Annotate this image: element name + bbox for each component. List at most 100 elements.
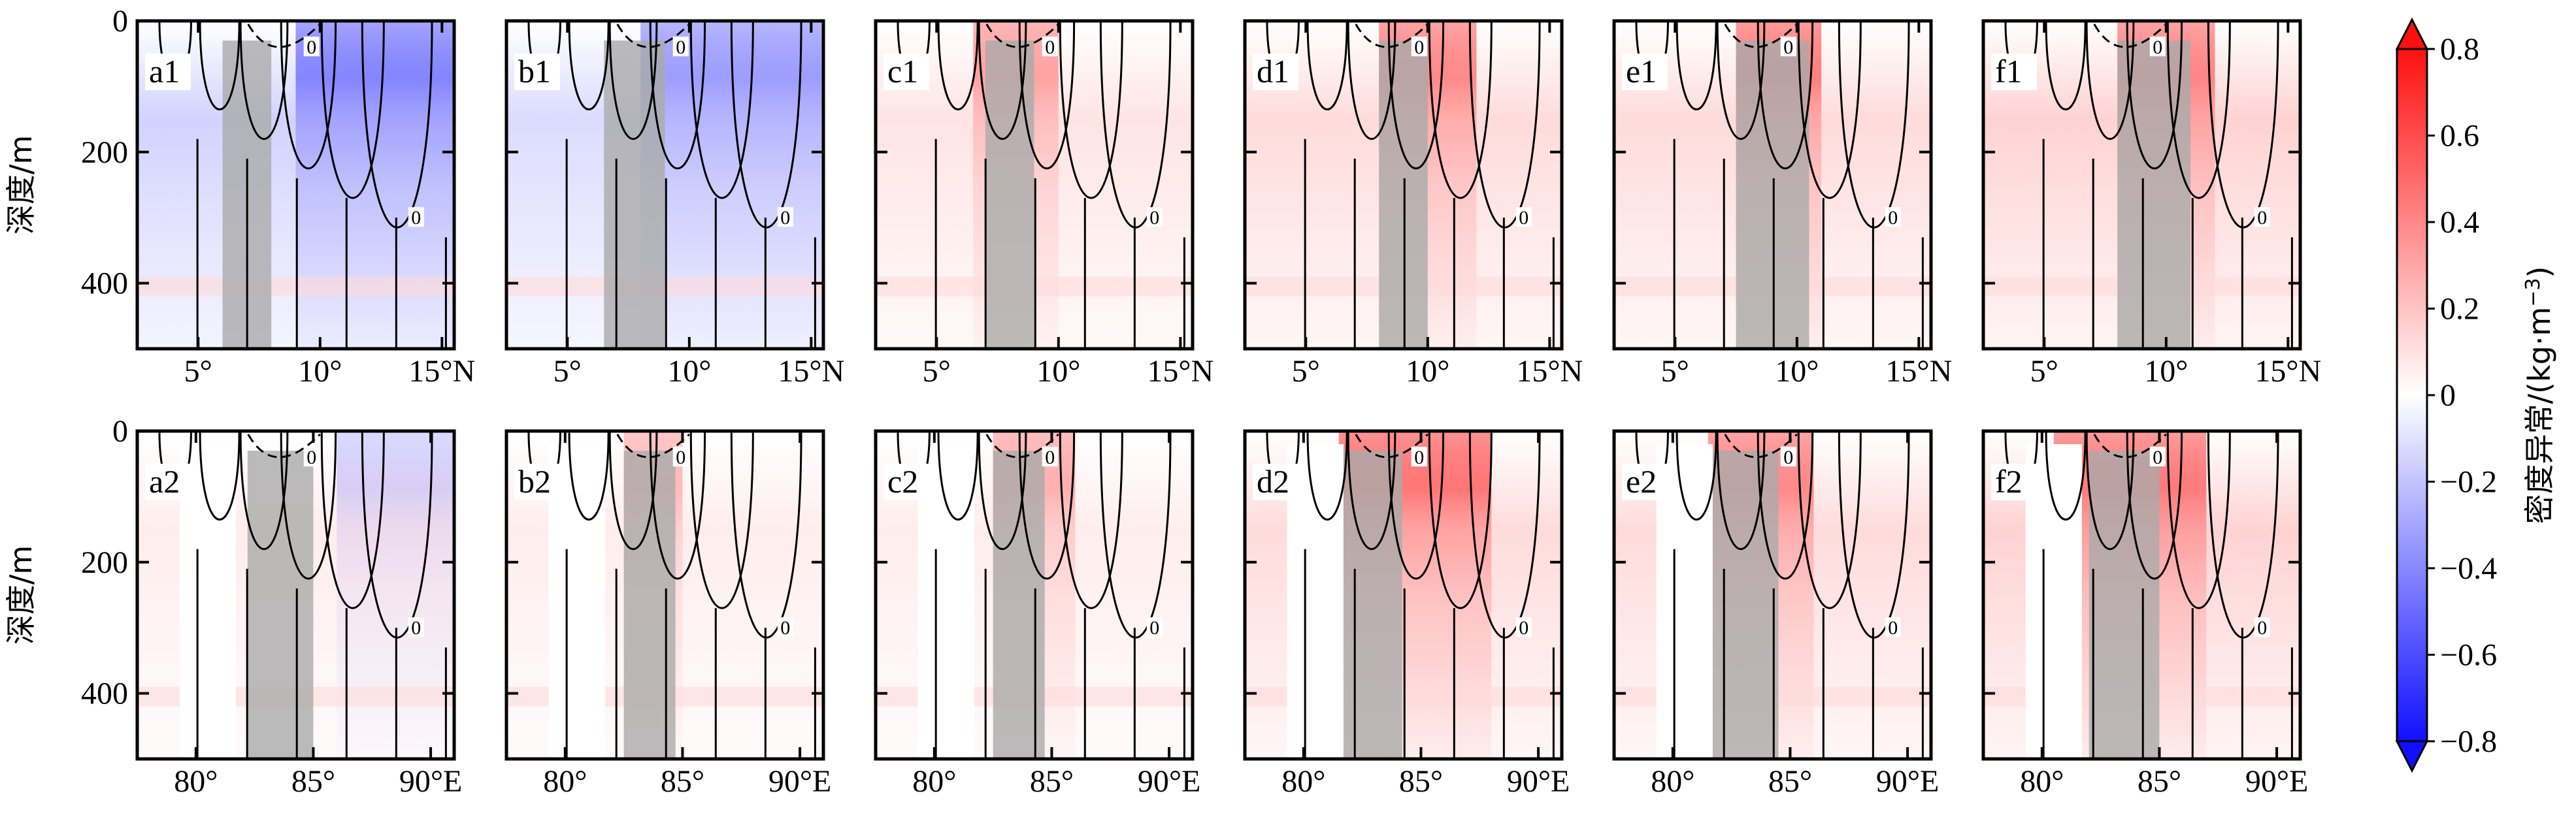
contour-line — [2045, 431, 2087, 521]
colorbar-tick-label: 0.8 — [2440, 32, 2479, 67]
contour-label: 0 — [780, 207, 790, 229]
contour-line — [1716, 431, 1766, 551]
panel-a2: 0 0 a2 0 200 400 80° 85° 90°E — [81, 414, 462, 799]
contour-line — [978, 431, 1027, 551]
panel-label: c2 — [887, 463, 918, 500]
colorbar-label: 密度异常/(kg·m−3) — [2522, 266, 2557, 524]
colorbar-extend-max — [2395, 17, 2429, 50]
x-tick-label: 85° — [1030, 764, 1074, 799]
panel-frame — [1243, 19, 1564, 351]
panel-frame — [135, 429, 456, 761]
contour-line — [1306, 431, 1348, 521]
contour-label: 0 — [2153, 37, 2162, 58]
colorbar-tick-label: −0.2 — [2440, 465, 2497, 500]
contour-line — [1838, 431, 1910, 639]
contour-line — [2085, 21, 2135, 140]
contour-line-negative — [2093, 23, 2167, 48]
panel-b2: 0 0 b2 80° 85° 90°E — [504, 429, 831, 799]
contours — [897, 21, 1185, 349]
contour-line — [1387, 431, 1445, 580]
contour-line — [280, 431, 337, 580]
contours — [1266, 21, 1555, 349]
contour-label: 0 — [1414, 447, 1424, 468]
contour-line — [689, 21, 754, 199]
contour-line — [361, 431, 433, 639]
contour-line-negative — [616, 433, 690, 458]
contour-label: 0 — [306, 447, 316, 468]
panel-e1: 0 0 e1 5° 10° 15°N — [1612, 19, 1952, 389]
x-tick-label: 10° — [2144, 354, 2188, 389]
panel-label: c1 — [887, 53, 918, 89]
panels: 0 0 a1 0 200 400 5° 10° 15°N 0 0 b1 5° 10° 15°N 0 0 c1 5° 1… — [81, 4, 2321, 799]
contour-label: 0 — [1783, 37, 1793, 58]
shaded-region — [2089, 451, 2160, 759]
panel-label: e2 — [1626, 463, 1657, 500]
contour-label-bg — [303, 37, 320, 57]
contour-line — [1468, 431, 1541, 639]
contour-line — [608, 21, 658, 140]
contour-line — [280, 21, 337, 170]
panel-label-bg — [1622, 54, 1668, 90]
x-tick-label: 90°E — [1507, 764, 1570, 799]
x-tick-label: 15°N — [408, 354, 475, 389]
contour-label: 0 — [1414, 37, 1424, 58]
contours — [527, 21, 816, 349]
shaded-region — [623, 451, 676, 759]
contour-line — [320, 21, 385, 199]
panel-frame — [1612, 19, 1933, 351]
panel-label-bg — [514, 54, 560, 90]
panel-label: b2 — [518, 463, 551, 500]
contour-label: 0 — [780, 617, 790, 639]
contour-line — [1387, 21, 1445, 170]
panel-e2: 0 0 e2 80° 85° 90°E — [1612, 429, 1939, 799]
contour-line-negative — [247, 433, 321, 458]
x-tick-label: 90°E — [1138, 764, 1201, 799]
anomaly-stripe — [137, 276, 454, 297]
contour-label: 0 — [1519, 617, 1528, 639]
contour-line — [568, 21, 610, 110]
contour-line — [361, 21, 433, 229]
contour-line-negative — [1724, 23, 1798, 48]
contours — [527, 431, 816, 759]
panel-d2: 0 0 d2 80° 85° 90°E — [1243, 429, 1570, 799]
contour-label-bg — [408, 207, 424, 227]
contour-line — [608, 431, 658, 551]
contour-line — [1347, 431, 1396, 551]
contour-line — [1099, 431, 1172, 639]
y-tick-label: 400 — [81, 266, 128, 301]
contours — [2004, 431, 2293, 759]
panel-c1: 0 0 c1 5° 10° 15°N — [874, 19, 1214, 389]
x-tick-label: 85° — [291, 764, 335, 799]
contour-line — [1428, 431, 1493, 609]
contour-line — [1676, 21, 1717, 110]
contour-label: 0 — [676, 447, 685, 468]
contour-label: 0 — [1519, 207, 1528, 229]
contour-line-negative — [616, 23, 690, 48]
contour-line-negative — [985, 433, 1059, 458]
contour-line — [1018, 21, 1076, 170]
contour-label-bg — [1042, 37, 1058, 57]
panel-label: e1 — [1626, 53, 1657, 89]
colorbar: 0.8 0.6 0.4 0.2 0 −0.2 −0.4 −0.6 −0.8 密度异常/(kg·m−… — [2395, 17, 2557, 773]
contour-label: 0 — [2257, 617, 2267, 639]
colorbar-extend-min — [2395, 740, 2429, 773]
contour-line — [1428, 21, 1493, 199]
contour-label-bg — [1780, 447, 1796, 467]
contour-line — [1716, 21, 1766, 140]
contour-label-bg — [1780, 37, 1796, 57]
contour-line — [239, 21, 289, 140]
panel-label: a1 — [149, 53, 180, 89]
contours — [2004, 21, 2293, 349]
contour-label: 0 — [306, 37, 316, 58]
panel-label-bg — [145, 464, 191, 500]
contour-label: 0 — [1888, 207, 1898, 229]
colorbar-tick-label: −0.4 — [2440, 551, 2497, 586]
x-tick-label: 80° — [1281, 764, 1325, 799]
x-tick-label: 5° — [923, 354, 951, 389]
contour-label: 0 — [1045, 37, 1055, 58]
panel-d1: 0 0 d1 5° 10° 15°N — [1243, 19, 1583, 389]
contour-line — [2166, 21, 2231, 199]
contour-label: 0 — [2257, 207, 2267, 229]
panel-frame — [1243, 429, 1564, 761]
panel-frame — [1981, 429, 2302, 761]
